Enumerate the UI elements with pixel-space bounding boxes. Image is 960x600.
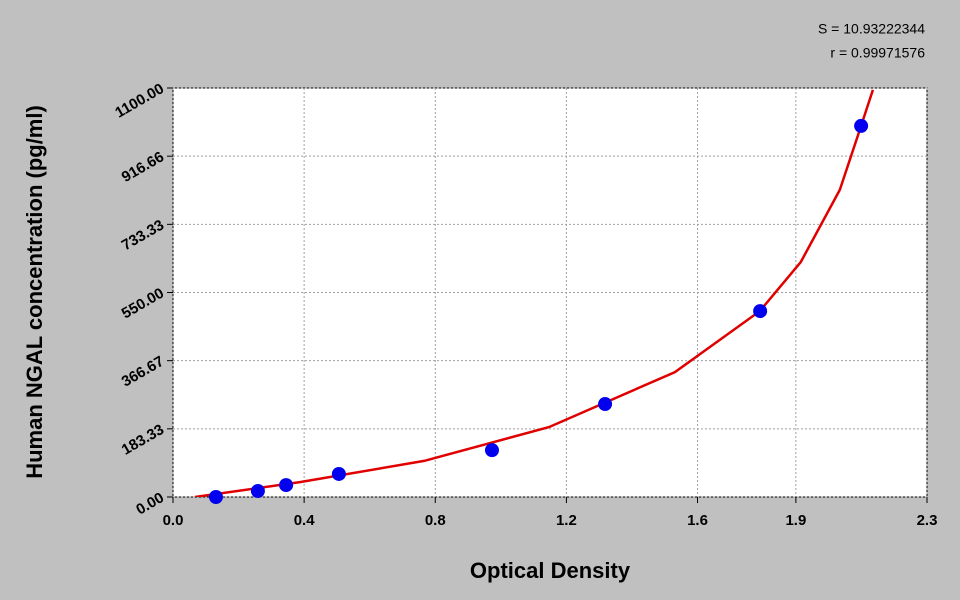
y-tick-label: 733.33 [119,217,167,255]
x-tick-label: 0.8 [425,512,446,529]
x-tick-label: 2.3 [917,512,938,529]
x-tick-label: 0.4 [294,512,316,529]
y-tick-label: 550.00 [119,285,167,323]
plot-marks [194,89,875,497]
data-point [250,484,265,499]
data-point [331,466,346,481]
grid [172,87,928,498]
x-tick-label: 0.0 [163,512,184,529]
y-tick-label: 183.33 [119,421,167,459]
x-tick-label: 1.6 [687,512,708,529]
x-tick-label: 1.2 [556,512,577,529]
data-point [208,490,223,504]
annotation: S = 10.93222344 [818,21,925,37]
data-point [598,397,613,412]
y-axis-title: Human NGAL concentration (pg/ml) [22,105,47,479]
data-point [753,304,768,319]
x-axis-title: Optical Density [470,558,631,583]
data-point [279,478,294,493]
y-tick-label: 916.66 [119,148,167,186]
data-point [854,118,869,133]
x-tick-label: 1.9 [785,512,806,529]
y-tick-label: 1100.00 [112,80,167,121]
y-tick-label: 366.67 [119,353,167,391]
data-point [484,443,499,458]
fit-curve [194,89,875,497]
annotation: r = 0.99971576 [830,45,925,61]
